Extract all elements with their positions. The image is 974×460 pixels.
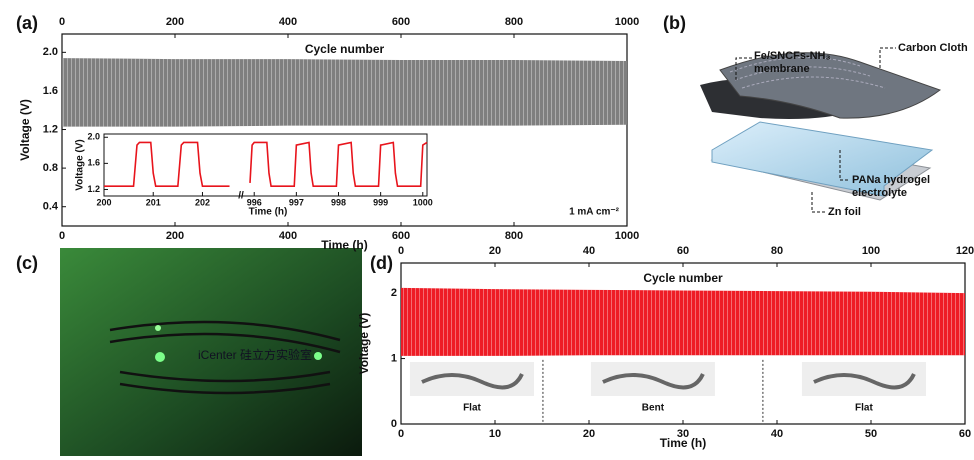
x-tick-label: 997: [289, 197, 304, 207]
y-axis-label: Voltage (V): [75, 139, 86, 190]
x-tick-label: 50: [865, 428, 877, 440]
x2-tick-label: 20: [489, 245, 501, 257]
band-texture: [62, 58, 627, 127]
photo-caption: Bent: [642, 403, 665, 414]
x-axis-label: Time (h): [660, 436, 706, 450]
panel-label: (b): [663, 13, 686, 33]
panel-label: (a): [16, 13, 38, 33]
x-tick-label: 201: [146, 197, 161, 207]
y-axis-label: Voltage (V): [357, 313, 371, 375]
x-tick-label: 10: [489, 428, 501, 440]
x-tick-label: 200: [96, 197, 111, 207]
x-tick-label: 202: [195, 197, 210, 207]
photo-device: [813, 373, 916, 390]
schematic-label: membrane: [754, 63, 810, 75]
voltage-line: [104, 141, 230, 188]
x2-tick-label: 600: [392, 16, 410, 28]
x-tick-label: 0: [59, 230, 65, 242]
schematic-label: Fe/SNCFs-NH₃: [754, 50, 831, 62]
photo-caption: Flat: [855, 403, 873, 414]
band-texture: [401, 287, 965, 356]
y-tick-label: 1.2: [43, 123, 58, 135]
x2-tick-label: 1000: [615, 16, 639, 28]
x-axis-label: Time (h): [249, 207, 288, 218]
y-tick-label: 1.2: [87, 184, 100, 194]
x-tick-label: 999: [373, 197, 388, 207]
x2-axis-label: Cycle number: [643, 271, 723, 285]
x-tick-label: 600: [392, 230, 410, 242]
x-tick-label: 800: [505, 230, 523, 242]
y-tick-label: 1.6: [87, 158, 100, 168]
schematic-label: PANa hydrogel: [852, 174, 930, 186]
x2-tick-label: 80: [771, 245, 783, 257]
y-tick-label: 0: [391, 418, 397, 430]
x2-tick-label: 100: [862, 245, 880, 257]
x2-tick-label: 0: [59, 16, 65, 28]
x2-tick-label: 400: [279, 16, 297, 28]
x-tick-label: 996: [247, 197, 262, 207]
x2-axis-label: Cycle number: [305, 42, 385, 56]
x-axis-label: Time (h): [321, 238, 367, 252]
schematic-label: Carbon Cloth: [898, 42, 968, 54]
x-tick-label: 1000: [615, 230, 639, 242]
x2-tick-label: 60: [677, 245, 689, 257]
x2-tick-label: 200: [166, 16, 184, 28]
panel-label: (d): [370, 253, 393, 273]
photo-device: [602, 373, 705, 390]
y-tick-label: 0.8: [43, 162, 58, 174]
panel-label: (c): [16, 253, 38, 273]
x-tick-label: 20: [583, 428, 595, 440]
photo-caption: Flat: [463, 403, 481, 414]
schematic-label: electrolyte: [852, 187, 907, 199]
schematic-label: Zn foil: [828, 206, 861, 218]
x-tick-label: 40: [771, 428, 783, 440]
x2-tick-label: 40: [583, 245, 595, 257]
y-tick-label: 2.0: [43, 46, 58, 58]
photo: [60, 248, 362, 456]
y-tick-label: 2.0: [87, 132, 100, 142]
x-tick-label: 30: [677, 428, 689, 440]
y-axis-label: Voltage (V): [18, 99, 32, 161]
y-tick-label: 0.4: [43, 201, 59, 213]
y-tick-label: 1.6: [43, 85, 58, 97]
x2-tick-label: 800: [505, 16, 523, 28]
voltage-line: [249, 141, 428, 188]
x-tick-label: 1000: [413, 197, 433, 207]
x2-tick-label: 0: [398, 245, 404, 257]
photo-text: iCenter 硅立方实验室: [198, 347, 312, 362]
axis-break: //: [238, 191, 244, 202]
x-tick-label: 400: [279, 230, 297, 242]
annotation: 1 mA cm⁻²: [569, 207, 620, 218]
x-tick-label: 0: [398, 428, 404, 440]
y-tick-label: 2: [391, 287, 397, 299]
x-tick-label: 200: [166, 230, 184, 242]
photo-device: [421, 373, 524, 390]
y-tick-label: 1: [391, 352, 397, 364]
schematic: [700, 47, 942, 213]
x2-tick-label: 120: [956, 245, 974, 257]
x-tick-label: 998: [331, 197, 346, 207]
x-tick-label: 60: [959, 428, 971, 440]
